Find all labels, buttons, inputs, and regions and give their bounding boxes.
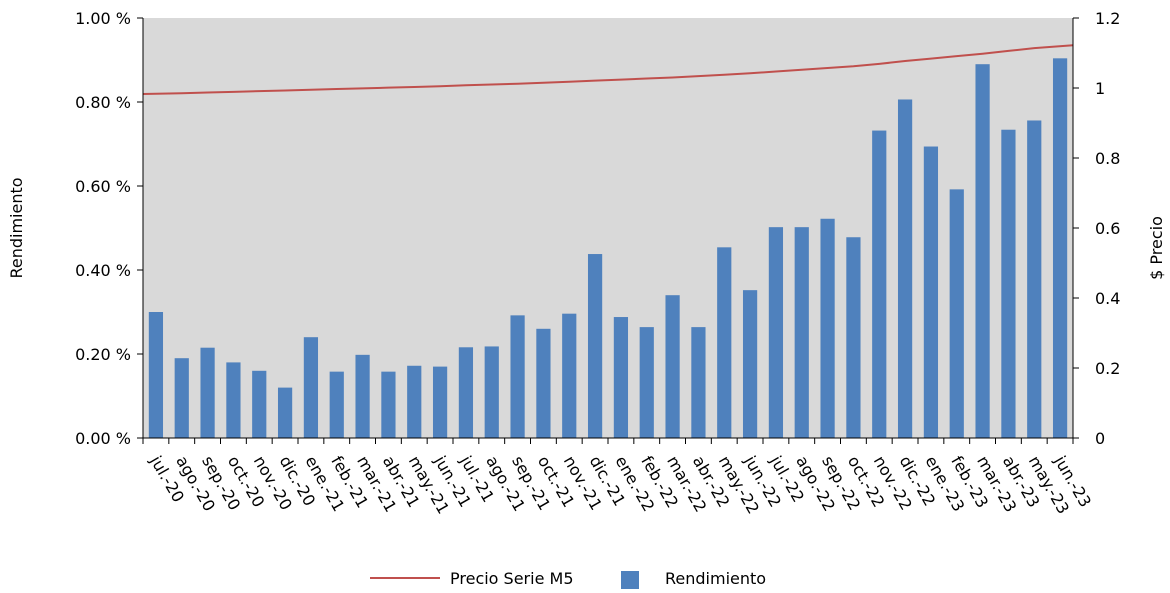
bar — [381, 371, 396, 438]
bar — [407, 365, 422, 438]
right-axis-tick-label: 1.2 — [1095, 9, 1120, 28]
bar-series — [148, 58, 1068, 438]
left-axis-tick-label: 1.00 % — [75, 9, 131, 28]
right-axis-tick-label: 0.6 — [1095, 219, 1120, 238]
right-axis-tick-label: 1 — [1095, 79, 1105, 98]
bar — [329, 371, 344, 438]
bar — [820, 218, 835, 438]
bar — [458, 347, 474, 438]
bar — [277, 387, 293, 438]
bar — [510, 315, 525, 438]
bar — [432, 366, 448, 438]
bar — [174, 358, 189, 438]
bar — [768, 227, 784, 438]
plot-area — [143, 18, 1073, 438]
bar — [355, 354, 370, 438]
bar — [742, 290, 758, 438]
bar — [200, 347, 215, 438]
bar — [897, 99, 913, 438]
left-axis-tick-label: 0.60 % — [75, 177, 131, 196]
bar — [665, 295, 680, 438]
price-line — [142, 44, 1074, 95]
bar — [975, 64, 990, 438]
bar — [536, 328, 551, 438]
legend-bar-swatch — [621, 571, 639, 589]
bar — [613, 317, 629, 438]
y-axis-title-right: $ Precio — [1147, 216, 1166, 280]
bar — [717, 247, 732, 438]
bar — [562, 313, 577, 438]
left-axis-tick-label: 0.80 % — [75, 93, 131, 112]
bar — [794, 227, 809, 438]
bar — [691, 327, 706, 438]
bar — [1027, 120, 1042, 438]
right-axis-tick-label: 0 — [1095, 429, 1105, 448]
bar — [872, 130, 887, 438]
legend: Precio Serie M5 Rendimiento — [370, 569, 766, 589]
bar — [484, 346, 499, 438]
legend-label-rendimiento: Rendimiento — [665, 569, 766, 588]
bar — [1052, 58, 1068, 438]
legend-label-price: Precio Serie M5 — [450, 569, 574, 588]
bar — [923, 146, 939, 438]
bar — [303, 337, 319, 438]
bar — [252, 370, 267, 438]
bar — [846, 237, 861, 438]
left-axis: 0.00 % 0.20 % 0.40 % 0.60 % 0.80 % 1.00 % — [75, 9, 144, 448]
left-axis-tick-label: 0.00 % — [75, 429, 131, 448]
bar — [949, 189, 964, 438]
bar — [639, 327, 654, 438]
right-axis-tick-label: 0.2 — [1095, 359, 1120, 378]
left-axis-tick-label: 0.20 % — [75, 345, 131, 364]
bar — [587, 254, 603, 438]
bar — [226, 362, 241, 438]
right-axis: 0 0.2 0.4 0.6 0.8 1 1.2 — [1072, 9, 1120, 448]
bar — [1001, 129, 1016, 438]
bar — [148, 312, 164, 438]
right-axis-tick-label: 0.4 — [1095, 289, 1120, 308]
left-axis-tick-label: 0.40 % — [75, 261, 131, 280]
y-axis-title-left: Rendimiento — [7, 177, 26, 278]
right-axis-tick-label: 0.8 — [1095, 149, 1120, 168]
x-axis: jul.-20ago.-20sep.-20oct.-20nov.-20dic.-… — [142, 437, 1095, 517]
